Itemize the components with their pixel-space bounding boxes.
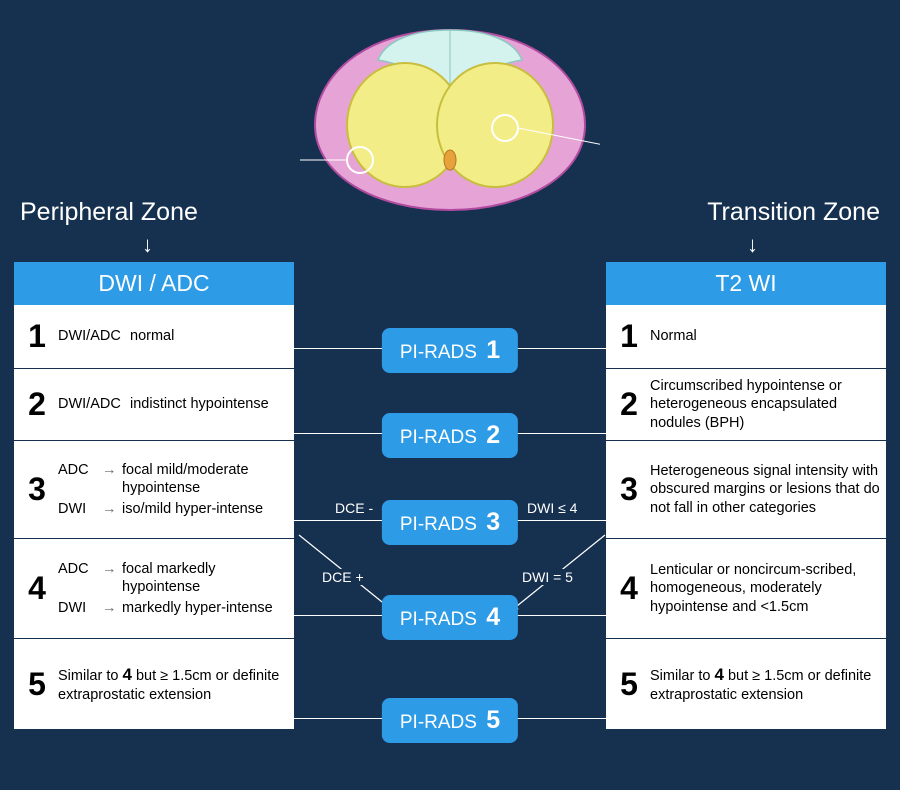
right-header: T2 WI xyxy=(606,262,886,305)
connector xyxy=(294,433,389,434)
right-row-1: 1 Normal xyxy=(606,305,886,369)
left-row-4: 4 ADC→focal markedly hypointense DWI→mar… xyxy=(14,539,294,639)
left-row-5: 5 Similar to 4 but ≥ 1.5cm or definite e… xyxy=(14,639,294,729)
pirads-badge-4: PI-RADS 4 xyxy=(382,595,518,640)
arrow-down-icon: ↓ xyxy=(142,232,153,258)
connector xyxy=(294,718,389,719)
connector xyxy=(511,433,606,434)
connector xyxy=(294,520,389,521)
pirads-badge-5: PI-RADS 5 xyxy=(382,698,518,743)
annot-dwi-eq5: DWI = 5 xyxy=(520,569,575,585)
left-row-2: 2 DWI/ADCindistinct hypointense xyxy=(14,369,294,441)
right-row-5: 5 Similar to 4 but ≥ 1.5cm or definite e… xyxy=(606,639,886,729)
left-column: DWI / ADC 1 DWI/ADCnormal 2 DWI/ADCindis… xyxy=(14,262,294,729)
connector xyxy=(294,348,389,349)
connector xyxy=(511,520,606,521)
connector xyxy=(511,718,606,719)
transition-zone-label: Transition Zone xyxy=(707,198,880,227)
peripheral-zone-label: Peripheral Zone xyxy=(20,198,198,227)
pirads-badge-1: PI-RADS 1 xyxy=(382,328,518,373)
left-header: DWI / ADC xyxy=(14,262,294,305)
left-row-1: 1 DWI/ADCnormal xyxy=(14,305,294,369)
left-row-3: 3 ADC→focal mild/moderate hypointense DW… xyxy=(14,441,294,539)
annot-dce-plus: DCE + xyxy=(320,569,366,585)
pirads-badge-3: PI-RADS 3 xyxy=(382,500,518,545)
connector xyxy=(511,348,606,349)
annot-dwi-le4: DWI ≤ 4 xyxy=(525,500,579,516)
prostate-diagram xyxy=(300,10,600,220)
right-row-4: 4 Lenticular or noncircum-scribed, homog… xyxy=(606,539,886,639)
right-column: T2 WI 1 Normal 2 Circumscribed hypointen… xyxy=(606,262,886,729)
annot-dce-minus: DCE - xyxy=(333,500,375,516)
pirads-badge-2: PI-RADS 2 xyxy=(382,413,518,458)
arrow-down-icon: ↓ xyxy=(747,232,758,258)
right-row-2: 2 Circumscribed hypointense or heterogen… xyxy=(606,369,886,441)
right-row-3: 3 Heterogeneous signal intensity with ob… xyxy=(606,441,886,539)
